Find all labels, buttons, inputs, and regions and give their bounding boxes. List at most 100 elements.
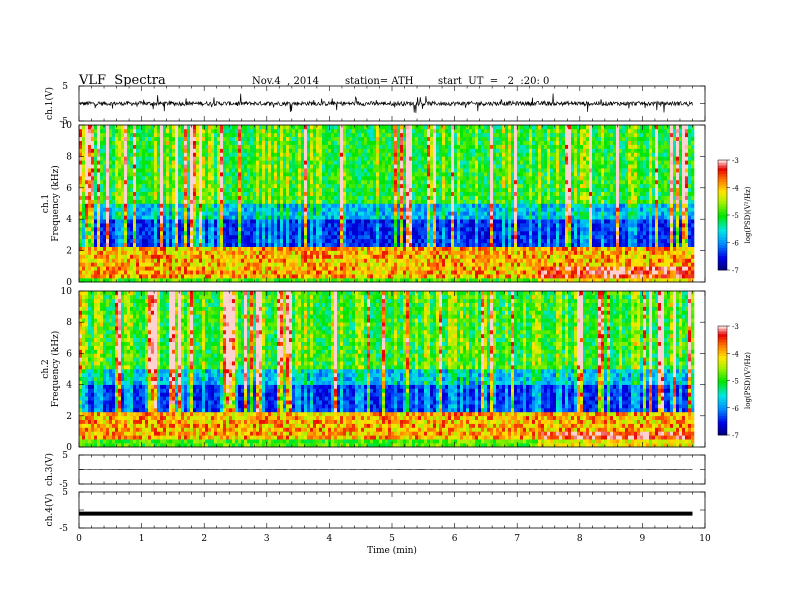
spectrogram-cell xyxy=(361,223,365,228)
spectrogram-cell xyxy=(88,160,92,165)
spectrogram-cell xyxy=(79,199,83,204)
spectrogram-cell xyxy=(220,195,224,200)
spectrogram-cell xyxy=(370,140,374,145)
spectrogram-cell xyxy=(94,242,98,247)
spectrogram-cell xyxy=(286,128,290,134)
spectrogram-cell xyxy=(265,140,269,145)
spectrogram-cell xyxy=(298,125,302,130)
spectrogram-cell xyxy=(97,132,101,138)
spectrogram-cell xyxy=(226,262,230,267)
spectrogram-cell xyxy=(85,223,89,228)
spectrogram-cell xyxy=(106,258,110,263)
spectrogram-cell xyxy=(85,266,89,271)
spectrogram-cell xyxy=(271,230,275,236)
spectrogram-cell xyxy=(202,136,206,141)
spectrogram-cell xyxy=(313,136,317,141)
spectrogram-cell xyxy=(196,152,200,157)
spectrogram-cell xyxy=(229,187,233,193)
spectrogram-cell xyxy=(259,207,263,212)
spectrogram-cell xyxy=(295,195,299,200)
spectrogram-cell xyxy=(79,144,83,149)
spectrogram-cell xyxy=(427,211,431,216)
spectrogram-cell xyxy=(109,144,113,149)
spectrogram-cell xyxy=(208,215,212,220)
spectrogram-cell xyxy=(184,223,188,228)
spectrogram-cell xyxy=(139,227,143,232)
spectrogram-cell xyxy=(199,211,203,216)
spectrogram-cell xyxy=(124,230,128,236)
spectrogram-cell xyxy=(394,238,398,244)
spectrogram-cell xyxy=(289,199,293,204)
spectrogram-cell xyxy=(109,215,113,220)
spectrogram-cell xyxy=(238,203,242,208)
spectrogram-cell xyxy=(373,144,377,149)
spectrogram-cell xyxy=(439,136,443,141)
spectrogram-cell xyxy=(394,223,398,228)
spectrogram-cell xyxy=(343,176,347,181)
spectrogram-cell xyxy=(172,128,176,134)
spectrogram-cell xyxy=(298,160,302,165)
spectrogram-cell xyxy=(256,164,260,169)
spectrogram-cell xyxy=(331,152,335,157)
spectrogram-cell xyxy=(421,164,425,169)
spectrogram-cell xyxy=(259,203,263,208)
spectrogram-cell xyxy=(250,179,254,185)
spectrogram-cell xyxy=(196,156,200,161)
spectrogram-cell xyxy=(448,136,452,141)
spectrogram-cell xyxy=(118,242,122,247)
spectrogram-cell xyxy=(397,258,401,263)
spectrogram-cell xyxy=(271,128,275,134)
spectrogram-cell xyxy=(79,230,83,236)
spectrogram-cell xyxy=(250,278,254,283)
spectrogram-cell xyxy=(295,164,299,169)
spectrogram-cell xyxy=(349,179,353,185)
spectrogram-cell xyxy=(130,203,134,208)
spectrogram-cell xyxy=(364,207,368,212)
spectrogram-cell xyxy=(148,136,152,141)
spectrogram-cell xyxy=(340,179,344,185)
spectrogram-cell xyxy=(424,258,428,263)
spectrogram-cell xyxy=(409,160,413,165)
spectrogram-cell xyxy=(280,179,284,185)
spectrogram-cell xyxy=(343,270,347,275)
spectrogram-cell xyxy=(292,254,296,259)
spectrogram-cell xyxy=(106,262,110,267)
spectrogram-cell xyxy=(208,199,212,204)
spectrogram-cell xyxy=(304,246,308,251)
spectrogram-cell xyxy=(226,176,230,181)
spectrogram-cell xyxy=(364,144,368,149)
spectrogram-cell xyxy=(148,152,152,157)
spectrogram-cell xyxy=(88,172,92,177)
spectrogram-cell xyxy=(424,230,428,236)
spectrogram-cell xyxy=(190,128,194,134)
spectrogram-cell xyxy=(412,195,416,200)
spectrogram-cell xyxy=(376,148,380,153)
spectrogram-cell xyxy=(373,278,377,283)
spectrogram-cell xyxy=(94,234,98,240)
spectrogram-cell xyxy=(193,172,197,177)
spectrogram-cell xyxy=(235,215,239,220)
spectrogram-cell xyxy=(202,187,206,193)
spectrogram-cell xyxy=(262,227,266,232)
spectrogram-cell xyxy=(88,223,92,228)
spectrogram-cell xyxy=(328,187,332,193)
spectrogram-cell xyxy=(295,254,299,259)
spectrogram-cell xyxy=(136,203,140,208)
spectrogram-cell xyxy=(151,160,155,165)
spectrogram-cell xyxy=(394,172,398,177)
spectrogram-cell xyxy=(100,191,104,196)
spectrogram-cell xyxy=(253,215,257,220)
spectrogram-cell xyxy=(445,270,449,275)
spectrogram-cell xyxy=(346,219,350,224)
spectrogram-cell xyxy=(166,172,170,177)
spectrogram-cell xyxy=(280,254,284,259)
spectrogram-cell xyxy=(313,215,317,220)
spectrogram-cell xyxy=(376,258,380,263)
spectrogram-cell xyxy=(418,183,422,189)
spectrogram-cell xyxy=(397,242,401,247)
spectrogram-cell xyxy=(388,199,392,204)
spectrogram-cell xyxy=(112,223,116,228)
spectrogram-cell xyxy=(442,140,446,145)
spectrogram-cell xyxy=(133,168,137,173)
spectrogram-cell xyxy=(202,230,206,236)
